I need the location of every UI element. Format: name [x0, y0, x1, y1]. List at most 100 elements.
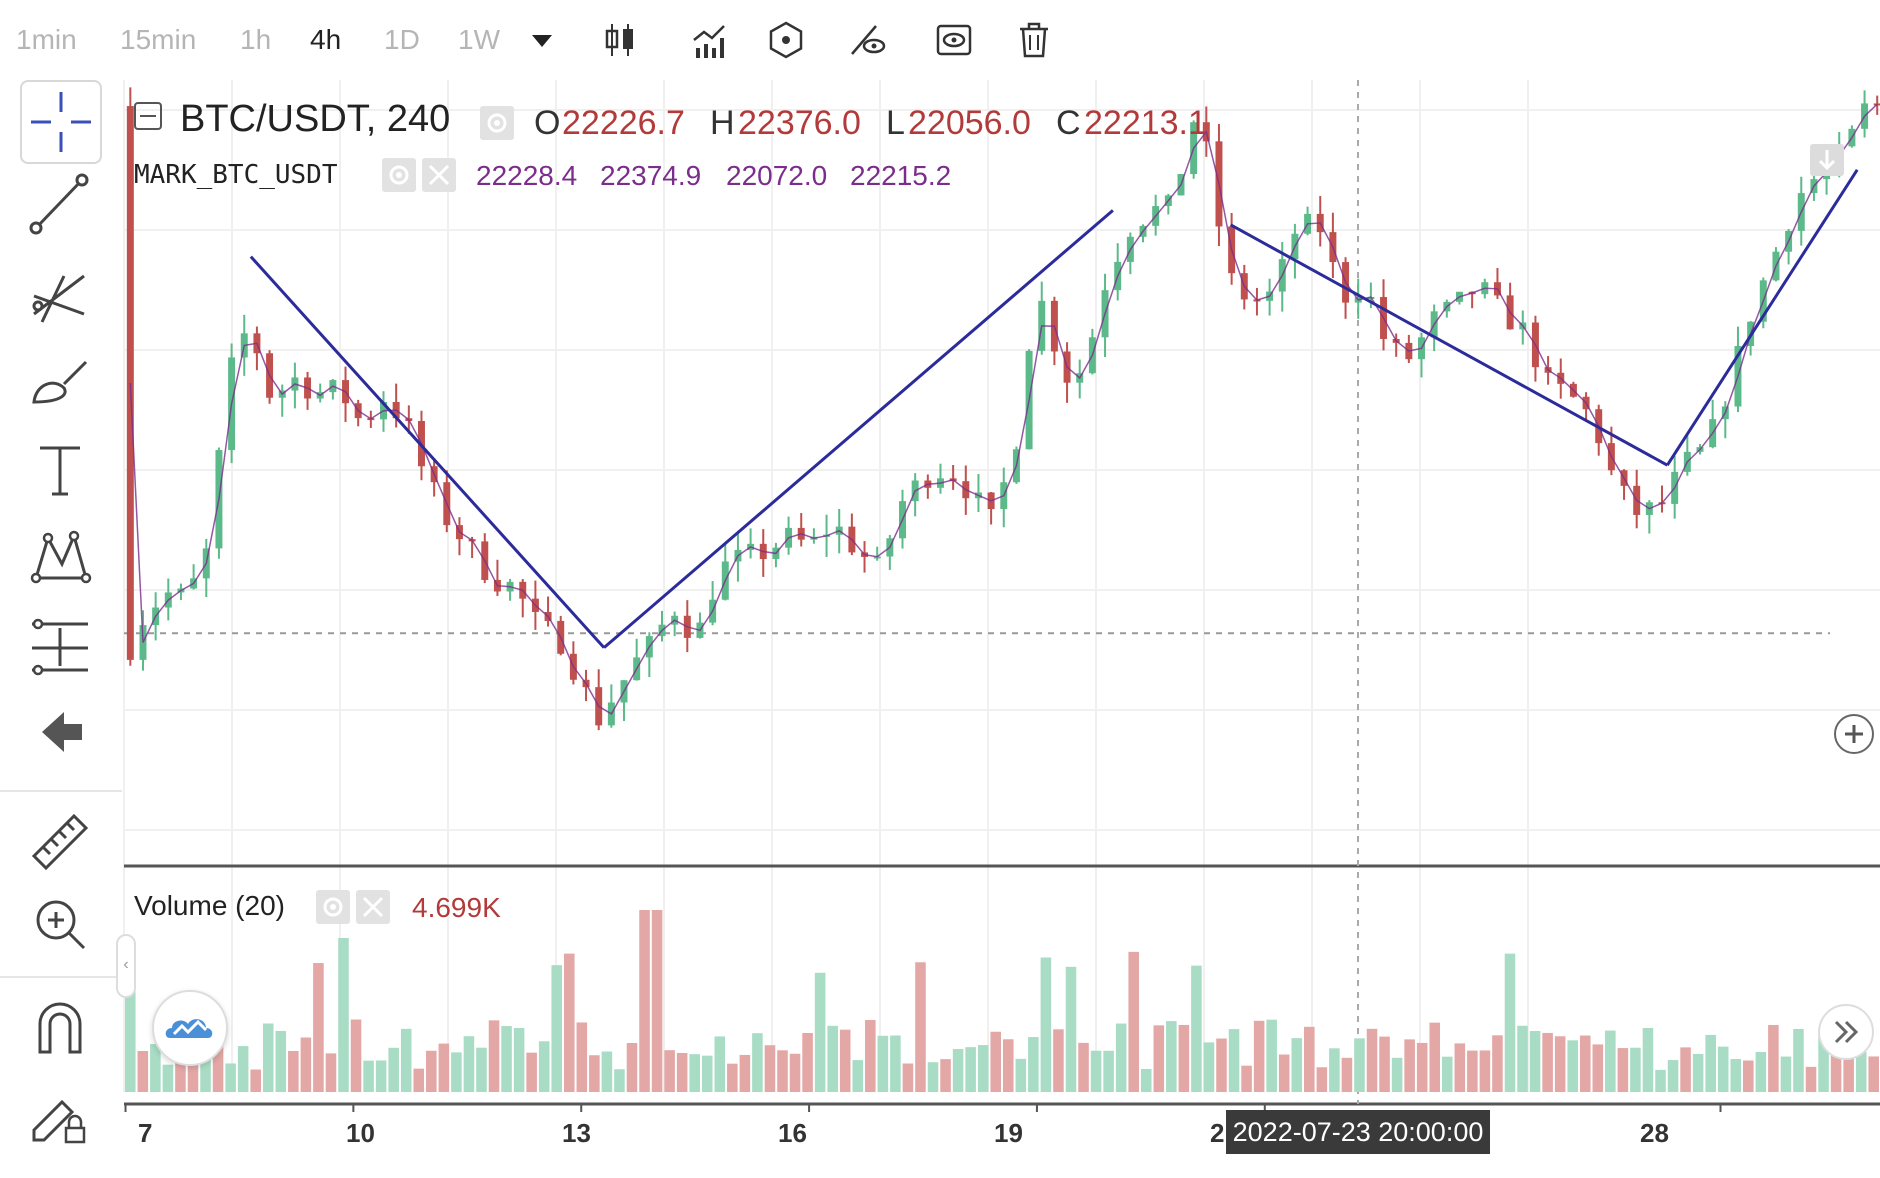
volume-bar-down — [526, 1052, 537, 1092]
volume-bar-down — [1316, 1067, 1328, 1092]
volume-bar-down — [175, 1047, 186, 1092]
chart-logo-button[interactable] — [152, 990, 228, 1066]
x-tick-label: 19 — [994, 1118, 1023, 1148]
eye-icon[interactable] — [932, 18, 976, 62]
volume-bar-up — [1090, 1050, 1102, 1092]
volume-bar-up — [451, 1052, 462, 1092]
volume-bar-up — [689, 1054, 700, 1092]
volume-bar-up — [125, 963, 136, 1092]
brush-tool[interactable] — [24, 344, 96, 416]
candle-type-icon[interactable] — [598, 18, 642, 62]
pattern-trend-line — [1229, 223, 1669, 467]
volume-bar-down — [1178, 1024, 1190, 1092]
volume-bar-up — [1755, 1051, 1767, 1092]
magnet-tool[interactable] — [24, 992, 96, 1064]
volume-bar-down — [1429, 1022, 1440, 1092]
volume-bar-down — [626, 1043, 638, 1092]
volume-bar-up — [1266, 1019, 1277, 1092]
low-value: 22056.0 — [908, 104, 1031, 142]
volume-bar-down — [212, 1032, 224, 1092]
dropdown-caret-icon[interactable] — [520, 18, 564, 62]
zoom-in-tool[interactable] — [24, 888, 96, 960]
trend-line-tool[interactable] — [24, 168, 96, 240]
cloud-chart-icon — [165, 1019, 213, 1038]
mark-remove-button[interactable] — [422, 158, 456, 192]
volume-bar-down — [1379, 1036, 1390, 1092]
mark-settings-button[interactable] — [382, 158, 416, 192]
lock-drawings-tool[interactable] — [24, 1080, 96, 1152]
timeframe-4h[interactable]: 4h — [310, 24, 342, 55]
volume-bar-down — [802, 1033, 813, 1092]
trash-icon[interactable] — [1012, 18, 1056, 62]
crosshair-tool[interactable] — [20, 80, 102, 164]
measure-lines-tool[interactable] — [24, 608, 96, 680]
volume-settings-button[interactable] — [316, 890, 350, 924]
scroll-to-latest-button[interactable] — [1818, 1004, 1874, 1060]
crosshair-time-label: 2022-07-23 20:00:00 — [1226, 1110, 1490, 1154]
toolbar-divider — [0, 790, 122, 792]
collapse-legend-button[interactable] — [134, 102, 162, 130]
volume-value: 4.699K — [412, 892, 501, 923]
open-label: O — [534, 104, 561, 142]
volume-bar-up — [501, 1026, 512, 1092]
draw-visibility-icon[interactable] — [846, 18, 890, 62]
back-tool[interactable] — [24, 696, 96, 768]
mark-price-line — [129, 103, 1878, 715]
settings-hexagon-icon[interactable] — [764, 18, 808, 62]
volume-bar-down — [1128, 951, 1139, 1092]
timeframe-1d[interactable]: 1D — [384, 24, 420, 55]
volume-bar-down — [1153, 1025, 1165, 1092]
volume-bar-up — [1065, 966, 1077, 1092]
volume-bar-up — [1642, 1027, 1654, 1092]
gear-icon — [323, 897, 343, 917]
volume-bar-up — [1191, 965, 1202, 1092]
volume-bar-down — [1843, 1028, 1854, 1092]
volume-bar-up — [476, 1047, 487, 1092]
timeframe-1h[interactable]: 1h — [240, 24, 272, 55]
mark-low: 22072.0 — [726, 160, 828, 191]
volume-bar-up — [1040, 957, 1052, 1092]
volume-bar-up — [1115, 1023, 1127, 1092]
volume-bar-down — [1554, 1036, 1566, 1092]
trend-line-icon — [29, 173, 89, 235]
pattern-tool[interactable] — [24, 520, 96, 592]
volume-bar-up — [1391, 1057, 1403, 1092]
volume-bar-down — [1253, 1020, 1265, 1092]
volume-bar-up — [1655, 1069, 1666, 1092]
volume-bar-up — [363, 1060, 374, 1092]
add-price-line-button[interactable] — [1834, 714, 1874, 754]
volume-bar-down — [1579, 1035, 1591, 1092]
volume-bar-down — [839, 1029, 851, 1092]
volume-bar-down — [1492, 1035, 1503, 1092]
x-tick-label: 10 — [346, 1118, 375, 1148]
volume-bar-up — [513, 1028, 525, 1092]
fork-tool[interactable] — [24, 256, 96, 328]
drawing-toolbar — [0, 80, 122, 1178]
timeframe-1min[interactable]: 1min — [16, 24, 77, 55]
gear-icon — [389, 165, 409, 185]
indicators-icon[interactable] — [688, 18, 732, 62]
collapse-sidebar-tab[interactable]: ‹ — [116, 934, 136, 998]
volume-bar-down — [350, 1019, 362, 1092]
volume-remove-button[interactable] — [356, 890, 390, 924]
volume-bar-up — [162, 1064, 174, 1092]
scroll-down-button[interactable] — [1810, 144, 1844, 176]
mark-high: 22374.9 — [600, 160, 702, 191]
fork-icon — [32, 274, 85, 323]
ruler-tool[interactable] — [24, 804, 96, 876]
volume-bar-up — [1567, 1040, 1578, 1092]
volume-bar-down — [676, 1053, 688, 1092]
timeframe-15min[interactable]: 15min — [120, 24, 197, 55]
volume-bar-down — [1467, 1050, 1478, 1092]
lock-pencil-icon — [32, 1099, 86, 1144]
timeframe-1w[interactable]: 1W — [458, 24, 500, 55]
volume-bar-up — [400, 1028, 412, 1092]
legend-settings-button[interactable] — [480, 106, 514, 140]
text-tool[interactable] — [24, 432, 96, 504]
volume-bar-up — [714, 1036, 726, 1092]
volume-bar-up — [601, 1051, 613, 1092]
volume-bar-down — [1216, 1038, 1227, 1092]
volume-bar-up — [1630, 1047, 1641, 1092]
volume-bar-up — [375, 1060, 387, 1092]
